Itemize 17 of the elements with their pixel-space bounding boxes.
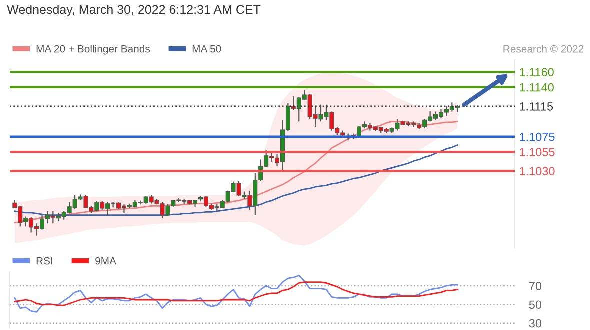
y-tick-label: 70 <box>529 282 542 290</box>
chart-title: Wednesday, March 30, 2022 6:12:31 AM CET <box>7 4 261 17</box>
line-series <box>14 282 458 306</box>
y-tick-label: 50 <box>529 300 542 310</box>
y-tick-label: 1.1140 <box>520 83 554 92</box>
legend-label: RSI <box>36 257 52 265</box>
line-series <box>14 275 458 313</box>
y-tick-label: 30 <box>529 319 542 328</box>
y-tick-label: 1.1030 <box>520 167 555 176</box>
y-tick-label: 1.1160 <box>520 68 554 77</box>
text: Research © 2022 <box>504 45 584 53</box>
legend-label: MA 20 + Bollinger Bands <box>36 45 150 55</box>
y-tick-label: 1.1055 <box>520 148 555 156</box>
legend-label: MA 50 <box>192 45 222 53</box>
y-tick-label: 1.1075 <box>520 132 555 142</box>
y-tick-label: 1.1115 <box>520 102 554 111</box>
legend-label: 9MA <box>96 257 116 265</box>
